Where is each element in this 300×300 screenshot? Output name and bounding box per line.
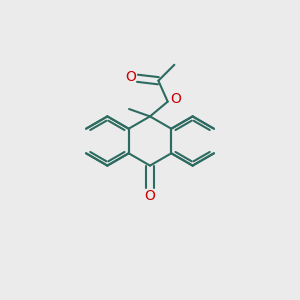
Text: O: O (125, 70, 136, 84)
Text: O: O (171, 92, 182, 106)
Text: O: O (145, 189, 155, 203)
